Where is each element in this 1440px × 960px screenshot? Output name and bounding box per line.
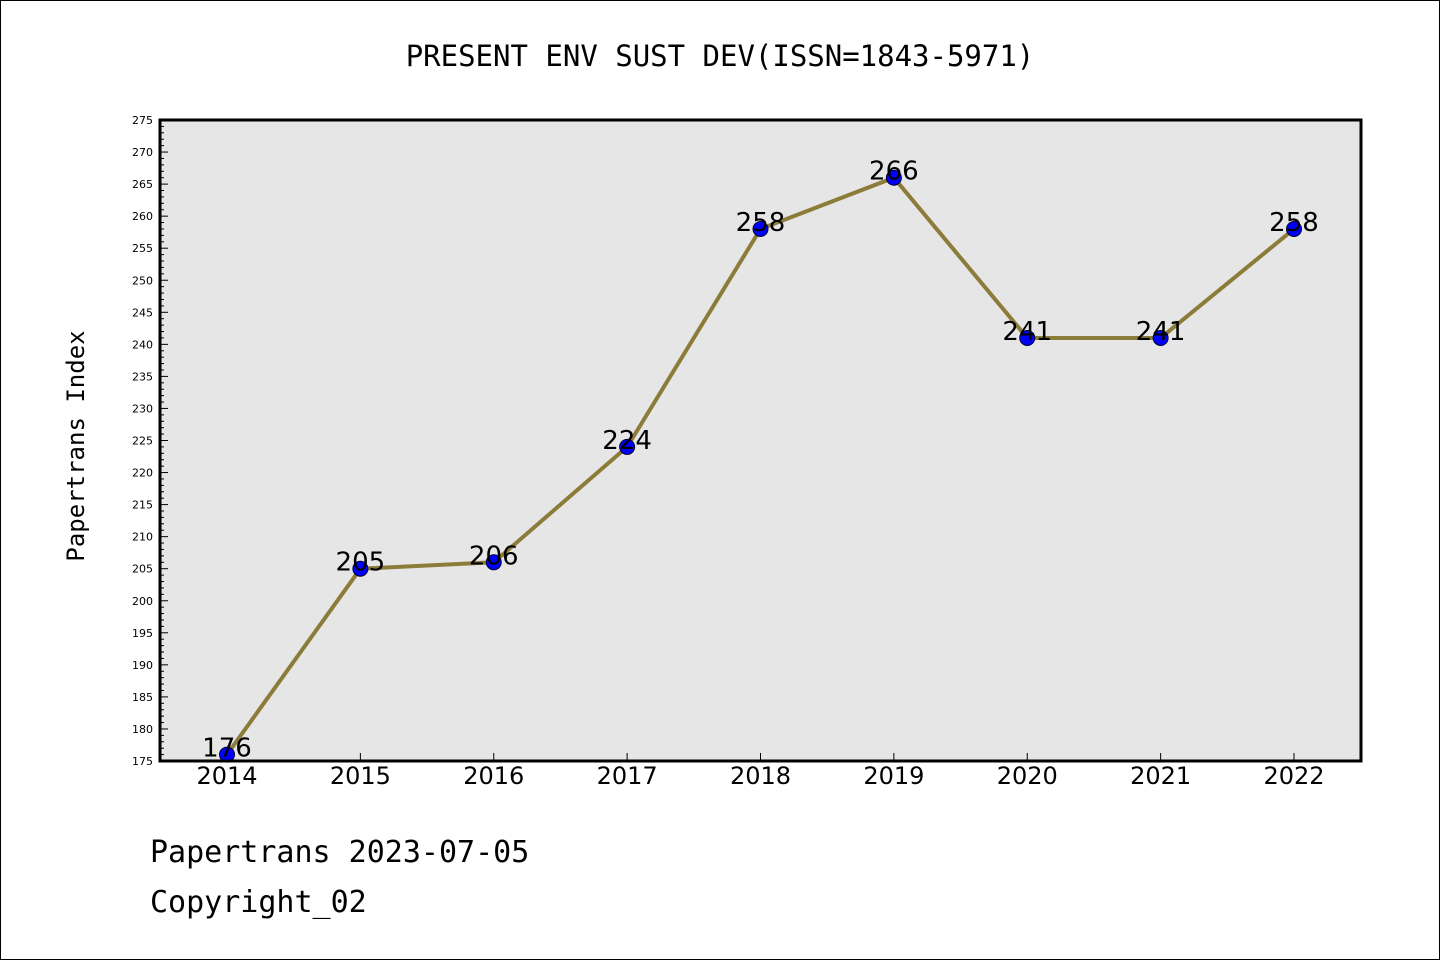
y-tick-label: 265: [132, 178, 153, 191]
y-axis-ticks: 175 180 185 190 195 200 205 210 215 220 225 230 235 2…: [132, 114, 168, 768]
y-tick-label: 205: [132, 563, 153, 576]
data-label: 224: [602, 426, 652, 456]
data-point: [752, 220, 769, 237]
data-point: [619, 438, 636, 455]
data-point: [1152, 329, 1169, 346]
data-points: [219, 169, 1302, 763]
x-tick-label: 2018: [730, 762, 791, 790]
y-tick-label: 245: [132, 306, 153, 319]
y-tick-label: 220: [132, 467, 153, 480]
y-tick-label: 190: [132, 659, 153, 672]
data-label: 241: [1136, 317, 1186, 347]
y-tick-label: 235: [132, 370, 153, 383]
y-tick-label: 175: [132, 755, 153, 768]
footer-date: Papertrans 2023-07-05: [150, 835, 530, 870]
y-tick-label: 270: [132, 146, 153, 159]
y-tick-label: 195: [132, 627, 153, 640]
y-tick-label: 250: [132, 274, 153, 287]
x-tick-label: 2014: [196, 762, 257, 790]
data-label: 258: [1269, 208, 1319, 238]
y-tick-label: 230: [132, 402, 153, 415]
data-label: 258: [736, 208, 786, 238]
data-label: 206: [469, 541, 519, 571]
y-tick-label: 275: [132, 114, 153, 127]
y-tick-label: 225: [132, 435, 153, 448]
footer-copyright: Copyright_02: [150, 885, 367, 920]
chart-title: PRESENT ENV SUST DEV(ISSN=1843-5971): [406, 39, 1035, 73]
data-labels: 176 205 206 224 258 266 241 241 258: [202, 157, 1319, 764]
y-tick-label: 240: [132, 338, 153, 351]
x-tick-label: 2015: [330, 762, 391, 790]
y-tick-label: 210: [132, 531, 153, 544]
x-tick-label: 2021: [1130, 762, 1191, 790]
data-point: [352, 560, 369, 577]
plot-border: [158, 118, 1363, 763]
data-point: [1019, 329, 1036, 346]
y-tick-label: 255: [132, 242, 153, 255]
data-label: 176: [202, 734, 252, 764]
data-label: 205: [336, 548, 386, 578]
data-label: 241: [1002, 317, 1052, 347]
x-tick-label: 2017: [597, 762, 658, 790]
x-tick-label: 2022: [1263, 762, 1324, 790]
y-tick-label: 215: [132, 499, 153, 512]
data-point: [485, 554, 502, 571]
x-axis-ticks: 2014 2015 2016 2017 2018 2019 2020 2021 2022: [196, 753, 1325, 790]
x-tick-label: 2016: [463, 762, 524, 790]
y-axis-label: Papertrans Index: [62, 330, 90, 561]
y-tick-label: 185: [132, 691, 153, 704]
y-tick-label: 260: [132, 210, 153, 223]
x-tick-label: 2020: [997, 762, 1058, 790]
data-point: [885, 169, 902, 186]
y-tick-label: 180: [132, 723, 153, 736]
y-tick-label: 200: [132, 595, 153, 608]
x-tick-label: 2019: [863, 762, 924, 790]
data-point: [1286, 220, 1302, 237]
data-label: 266: [869, 157, 919, 187]
